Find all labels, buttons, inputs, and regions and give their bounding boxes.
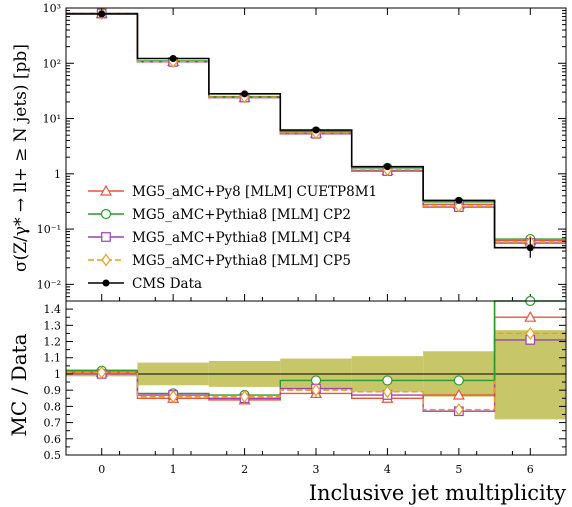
ratio-y-tick-label-4: 0.9 [44, 384, 62, 397]
series-3-point-5 [454, 199, 464, 213]
ratio-3-point-6 [525, 326, 536, 340]
legend-label-4: CMS Data [132, 276, 202, 292]
top-y-tick-label-2: 1 [54, 168, 61, 181]
legend-label-1: MG5_aMC+Pythia8 [MLM] CP2 [132, 207, 351, 223]
ratio-y-tick-label-9: 1.4 [44, 303, 62, 316]
ratio-y-axis-label: MC / Data [7, 333, 31, 436]
ratio-1-point-3 [310, 375, 322, 386]
x-tick-label-2: 2 [241, 463, 248, 476]
legend-marker-2 [101, 232, 111, 242]
ratio-1-point-5 [453, 375, 464, 386]
x-tick-label-1: 1 [170, 463, 177, 476]
data-point-2 [241, 90, 249, 98]
data-point-6 [526, 244, 534, 252]
uncertainty-band-bin-6 [494, 330, 566, 420]
top-y-tick-label-1: 10⁻¹ [37, 223, 61, 236]
ratio-y-tick-label-6: 1.1 [44, 352, 62, 365]
top-y-axis-label: σ(Z/γ* → ll+ ≥ N jets) [pb] [11, 44, 31, 272]
cross-section-panel: 10⁻² 10⁻¹ 1 10¹ 10² 10³ [37, 2, 567, 302]
data-point-4 [383, 163, 391, 171]
data-point-1 [169, 54, 177, 62]
top-y-tick-label-5: 10³ [43, 2, 61, 15]
top-y-tick-label-4: 10² [43, 57, 61, 70]
ratio-3-point-1 [168, 390, 178, 404]
legend-marker-0 [99, 184, 113, 196]
legend-label-3: MG5_aMC+Pythia8 [MLM] CP5 [132, 253, 351, 269]
ratio-y-tick-label-2: 0.7 [44, 417, 62, 430]
legend-label-0: MG5_aMC+Py8 [MLM] CUETP8M1 [132, 184, 377, 200]
x-tick-label-3: 3 [313, 463, 320, 476]
ratio-panel: 0.5 0.6 0.7 0.8 0.9 1 1.1 1.2 1.3 1.4 0 1 2 3 4 5 6 [44, 295, 567, 476]
ratio-3-point-3 [311, 383, 321, 397]
x-axis-label: Inclusive jet multiplicity [309, 481, 566, 505]
x-tick-label-0: 0 [98, 463, 105, 476]
ratio-3-point-0 [96, 365, 107, 379]
x-tick-label-4: 4 [384, 463, 391, 476]
ratio-1-point-4 [382, 375, 393, 386]
legend-marker-1 [100, 208, 112, 220]
series-line-1 [66, 12, 566, 240]
ratio-y-tick-label-8: 1.3 [44, 319, 62, 332]
x-tick-label-6: 6 [527, 463, 534, 476]
x-tick-label-5: 5 [455, 463, 462, 476]
ratio-3-point-2 [239, 390, 250, 404]
ratio-y-tick-label-7: 1.2 [44, 336, 62, 349]
ratio-y-tick-label-3: 0.8 [44, 400, 62, 413]
legend-marker-4 [102, 279, 110, 287]
legend-label-2: MG5_aMC+Pythia8 [MLM] CP4 [132, 230, 351, 246]
ratio-0-point-5 [452, 388, 465, 400]
ratio-0-point-6 [524, 310, 537, 322]
legend-marker-3 [101, 253, 111, 267]
ratio-3-point-4 [382, 385, 393, 399]
legend: MG5_aMC+Py8 [MLM] CUETP8M1 MG5_aMC+Pythia… [88, 184, 377, 292]
top-y-tick-label-0: 10⁻² [37, 278, 61, 291]
data-point-3 [312, 126, 320, 134]
data-point-5 [455, 196, 463, 204]
ratio-y-tick-label-0: 0.5 [44, 449, 62, 462]
ratio-line-3 [66, 332, 566, 411]
ratio-y-tick-label-1: 0.6 [44, 433, 62, 446]
top-y-tick-label-3: 10¹ [43, 113, 61, 126]
ratio-3-point-5 [454, 403, 464, 417]
ratio-y-tick-label-5: 1 [54, 368, 61, 381]
